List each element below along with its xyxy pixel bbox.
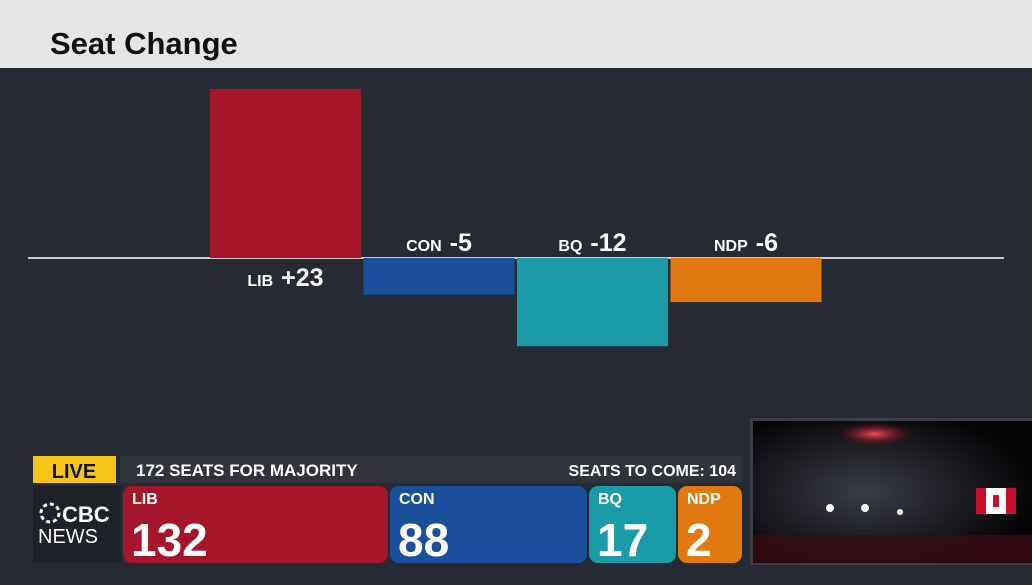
logo-area xyxy=(33,486,121,563)
party-name: BQ xyxy=(598,491,622,508)
value-label: +23 xyxy=(281,264,323,292)
party-name: NDP xyxy=(687,491,721,508)
majority-label: 172 SEATS FOR MAJORITY xyxy=(136,461,358,480)
category-label: LIB xyxy=(247,273,273,290)
bar-label: CON -5 xyxy=(406,229,472,257)
seats-to-come: SEATS TO COME: 104 xyxy=(569,463,737,480)
bar-label: NDP -6 xyxy=(714,229,778,257)
bar xyxy=(210,88,361,258)
header-band xyxy=(0,0,1032,68)
spotlight xyxy=(826,504,834,512)
party-seats: 17 xyxy=(597,514,648,566)
live-badge xyxy=(33,456,116,483)
live-label: LIVE xyxy=(52,461,96,483)
value-label: -6 xyxy=(756,229,778,257)
party-name: CON xyxy=(399,491,435,508)
spotlight xyxy=(897,509,903,515)
flag-leaf xyxy=(993,495,999,507)
seat-box xyxy=(678,486,742,563)
ticker-strip xyxy=(120,456,742,483)
category-label: CON xyxy=(406,238,442,255)
chart-title: Seat Change xyxy=(50,26,238,61)
bar xyxy=(363,258,515,295)
cbc-gem xyxy=(39,502,61,524)
value-label: -12 xyxy=(590,229,626,257)
logo-cbc: CBC xyxy=(62,502,110,527)
party-seats: 88 xyxy=(398,514,449,566)
category-label: NDP xyxy=(714,238,748,255)
bars: LIB +23 CON -5 BQ -12 NDP -6 xyxy=(210,88,822,347)
party-name: LIB xyxy=(132,491,158,508)
bar-label: LIB +23 xyxy=(247,264,323,292)
value-label: -5 xyxy=(450,229,472,257)
bar xyxy=(517,258,668,347)
category-label: BQ xyxy=(558,238,582,255)
logo-news: NEWS xyxy=(38,526,98,548)
flag-band xyxy=(976,488,986,514)
stage-light xyxy=(835,422,915,446)
seat-box xyxy=(390,486,587,563)
bar-label: BQ -12 xyxy=(558,229,626,257)
bar xyxy=(670,258,822,303)
seat-box xyxy=(123,486,388,563)
party-seats: 132 xyxy=(131,514,208,566)
spotlight xyxy=(861,504,869,512)
seat-boxes: LIB 132 CON 88 BQ 17 NDP 2 xyxy=(123,486,742,566)
crowd xyxy=(753,535,1032,563)
party-seats: 2 xyxy=(686,514,712,566)
seat-box xyxy=(589,486,676,563)
flag-band xyxy=(1006,488,1016,514)
